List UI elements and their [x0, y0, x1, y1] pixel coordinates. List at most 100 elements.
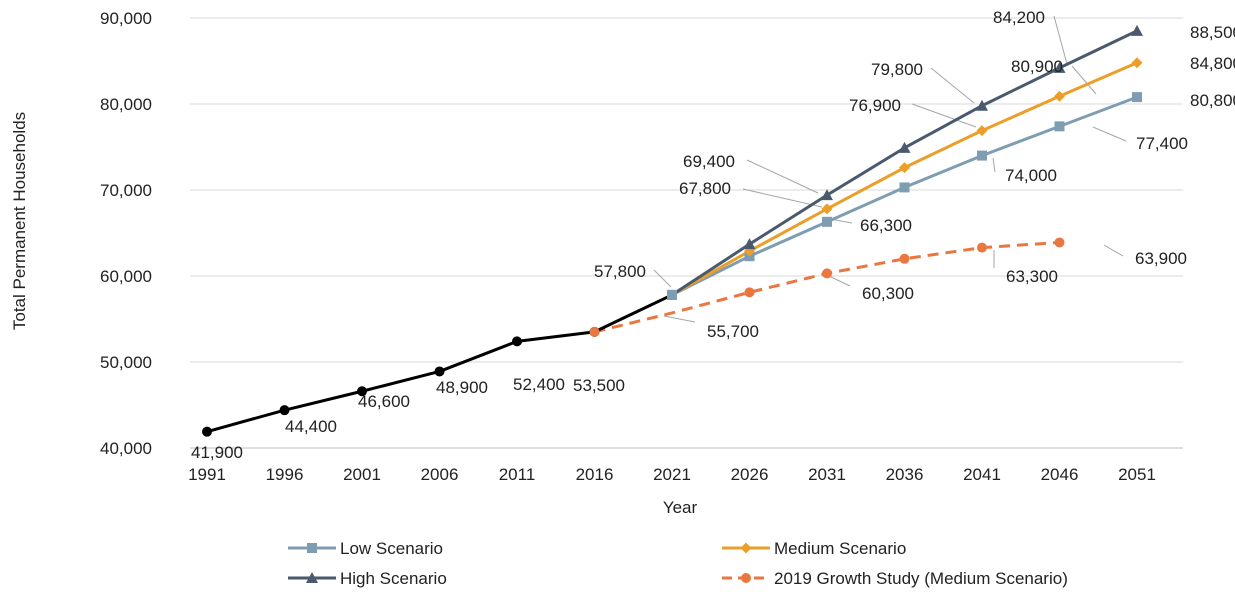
x-tick-label: 2031: [808, 465, 846, 484]
data-label: 52,400: [513, 375, 565, 394]
marker-low: [822, 216, 832, 227]
legend-marker-high: [306, 572, 318, 583]
marker-medium: [821, 203, 833, 215]
marker-growth2019: [899, 253, 910, 264]
x-axis-title: Year: [663, 498, 698, 517]
legend-item-medium: Medium Scenario: [722, 539, 906, 558]
y-axis-title: Total Permanent Households: [10, 112, 29, 330]
data-label: 63,900: [1135, 249, 1187, 268]
leader-line: [1071, 65, 1097, 95]
legend-marker-low: [307, 543, 317, 553]
gridlines: [190, 17, 1183, 449]
x-tick-label: 2021: [653, 465, 691, 484]
series-lines: [206, 29, 1138, 434]
marker-high: [898, 141, 911, 153]
marker-medium: [976, 125, 988, 137]
leader-line: [663, 315, 696, 323]
leader-line: [911, 103, 977, 128]
data-label: 63,300: [1006, 267, 1058, 286]
marker-high: [821, 189, 833, 201]
legend-label: 2019 Growth Study (Medium Scenario): [774, 569, 1068, 588]
legend-item-low: Low Scenario: [288, 539, 443, 558]
marker-growth2019: [977, 242, 987, 253]
series-line-historical: [206, 293, 673, 434]
marker-medium: [1054, 90, 1065, 102]
leader-line: [653, 269, 672, 288]
legend: Low Scenario Medium Scenario High Scenario…: [288, 539, 1068, 588]
x-tick-label: 1996: [266, 465, 304, 484]
leader-line: [746, 159, 819, 194]
x-tick-label: 2051: [1118, 465, 1156, 484]
y-tick-label: 50,000: [100, 353, 152, 372]
marker-high: [976, 99, 988, 111]
leader-lines: [653, 15, 1127, 323]
marker-low: [1054, 121, 1065, 132]
marker-historical: [202, 426, 212, 437]
legend-marker-medium: [740, 542, 752, 554]
series-markers: [202, 24, 1143, 437]
marker-historical: [434, 366, 445, 377]
series-line-low: [671, 95, 1138, 297]
marker-growth2019: [744, 287, 755, 298]
x-tick-label: 2001: [343, 465, 381, 484]
legend-label: Medium Scenario: [774, 539, 906, 558]
data-label: 80,800: [1190, 91, 1235, 110]
marker-high: [1053, 61, 1066, 73]
x-tick-label: 2036: [886, 465, 924, 484]
marker-high: [1131, 24, 1143, 36]
x-tick-label: 2006: [421, 465, 459, 484]
y-axis: 40,000 50,000 60,000 70,000 80,000 90,000: [100, 9, 152, 458]
x-axis: 1991 1996 2001 2006 2011 2016 2021 2026 2031 2036…: [188, 465, 1156, 484]
series-line-growth2019: [594, 240, 1060, 334]
marker-low: [977, 150, 987, 161]
data-label: 80,900: [1011, 57, 1063, 76]
data-label: 84,200: [993, 8, 1045, 27]
data-label: 84,800: [1190, 54, 1235, 73]
legend-label: Low Scenario: [340, 539, 443, 558]
x-tick-label: 2011: [499, 465, 536, 484]
data-label: 79,800: [871, 60, 923, 79]
marker-growth2019: [1054, 237, 1065, 248]
marker-growth2019: [589, 326, 600, 337]
data-label: 88,500: [1190, 23, 1235, 42]
data-label: 44,400: [285, 417, 337, 436]
marker-low: [1132, 92, 1142, 103]
leader-line: [828, 275, 851, 287]
data-label: 57,800: [594, 262, 646, 281]
marker-historical: [357, 386, 367, 397]
marker-low: [667, 289, 677, 300]
legend-label: High Scenario: [340, 569, 447, 588]
data-label: 53,500: [573, 376, 625, 395]
marker-low: [899, 182, 910, 193]
leader-line: [742, 188, 823, 208]
leader-line: [1103, 244, 1124, 257]
legend-marker-growth2019: [741, 573, 751, 583]
legend-item-growth2019: 2019 Growth Study (Medium Scenario): [722, 569, 1068, 588]
leader-line: [1053, 15, 1068, 65]
y-tick-label: 40,000: [100, 439, 152, 458]
y-tick-label: 60,000: [100, 267, 152, 286]
data-label: 46,600: [358, 392, 410, 411]
data-label: 76,900: [849, 96, 901, 115]
data-label: 55,700: [707, 322, 759, 341]
data-label: 67,800: [679, 179, 731, 198]
marker-medium: [1131, 57, 1143, 69]
marker-historical: [512, 336, 522, 347]
y-tick-label: 70,000: [100, 181, 152, 200]
y-tick-label: 80,000: [100, 95, 152, 114]
data-label: 69,400: [683, 152, 735, 171]
data-label: 74,000: [1005, 166, 1057, 185]
x-tick-label: 1991: [188, 465, 226, 484]
legend-item-high: High Scenario: [288, 569, 447, 588]
data-label: 41,900: [191, 443, 243, 462]
data-label: 48,900: [436, 378, 488, 397]
x-tick-label: 2026: [731, 465, 769, 484]
marker-high: [743, 238, 756, 250]
data-label: 66,300: [860, 216, 912, 235]
data-label: 77,400: [1136, 134, 1188, 153]
marker-growth2019: [822, 268, 832, 279]
leader-line: [930, 67, 975, 104]
y-tick-label: 90,000: [100, 9, 152, 28]
data-label: 60,300: [862, 284, 914, 303]
